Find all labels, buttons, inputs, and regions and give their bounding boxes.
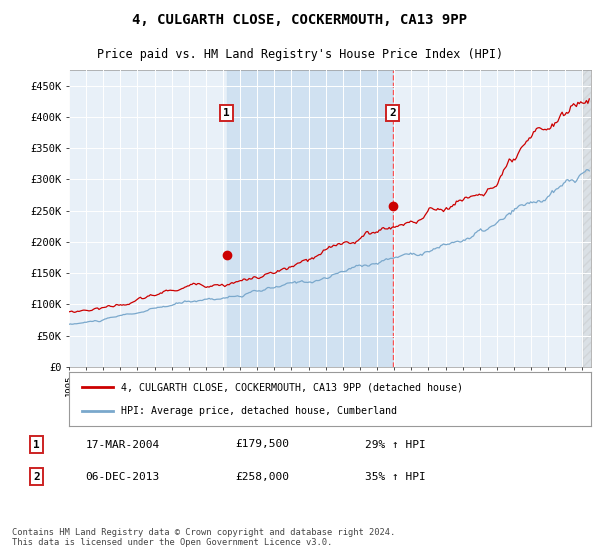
- Text: 4, CULGARTH CLOSE, COCKERMOUTH, CA13 9PP (detached house): 4, CULGARTH CLOSE, COCKERMOUTH, CA13 9PP…: [121, 382, 463, 393]
- Text: £258,000: £258,000: [235, 472, 289, 482]
- Text: £179,500: £179,500: [235, 440, 289, 450]
- Text: HPI: Average price, detached house, Cumberland: HPI: Average price, detached house, Cumb…: [121, 406, 397, 416]
- Text: 1: 1: [34, 440, 40, 450]
- Text: 06-DEC-2013: 06-DEC-2013: [86, 472, 160, 482]
- Text: 29% ↑ HPI: 29% ↑ HPI: [365, 440, 425, 450]
- Text: Price paid vs. HM Land Registry's House Price Index (HPI): Price paid vs. HM Land Registry's House …: [97, 48, 503, 61]
- Bar: [583, 70, 591, 367]
- Text: 17-MAR-2004: 17-MAR-2004: [86, 440, 160, 450]
- Text: 1: 1: [223, 108, 230, 118]
- Text: 2: 2: [34, 472, 40, 482]
- Text: 4, CULGARTH CLOSE, COCKERMOUTH, CA13 9PP: 4, CULGARTH CLOSE, COCKERMOUTH, CA13 9PP: [133, 13, 467, 27]
- Text: 35% ↑ HPI: 35% ↑ HPI: [365, 472, 425, 482]
- Text: Contains HM Land Registry data © Crown copyright and database right 2024.
This d: Contains HM Land Registry data © Crown c…: [12, 528, 395, 548]
- Bar: [227, 70, 393, 367]
- Text: 2: 2: [389, 108, 396, 118]
